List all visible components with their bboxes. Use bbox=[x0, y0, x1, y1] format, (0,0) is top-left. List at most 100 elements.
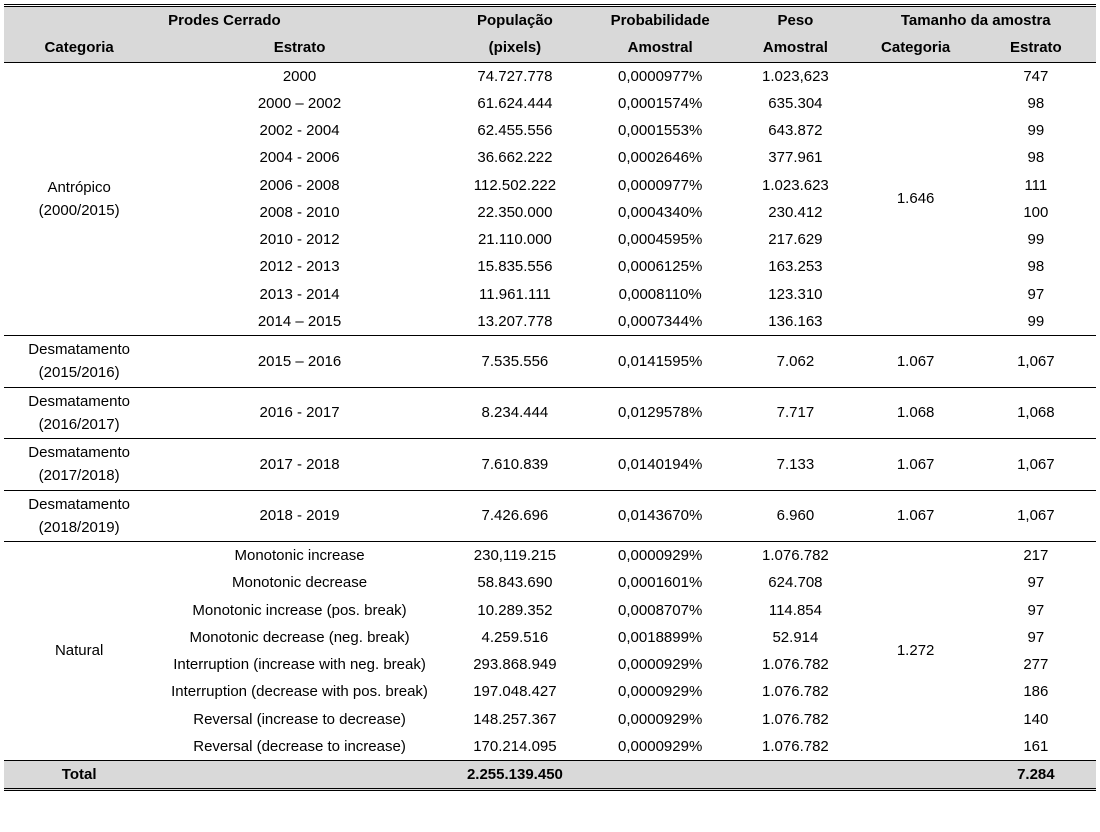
cell-categoria: Desmatamento (2016/2017) bbox=[4, 387, 154, 439]
cell-tam-estrato: 99 bbox=[976, 226, 1096, 253]
cell-probabilidade: 0,0000977% bbox=[585, 62, 735, 90]
cell-peso: 7.062 bbox=[735, 336, 855, 388]
cell-peso: 643.872 bbox=[735, 117, 855, 144]
cell-peso: 6.960 bbox=[735, 490, 855, 542]
cell-tam-estrato: 140 bbox=[976, 706, 1096, 733]
cell-tam-categoria: 1.646 bbox=[856, 62, 976, 336]
cell-populacao: 11.961.111 bbox=[445, 281, 585, 308]
cell-populacao: 293.868.949 bbox=[445, 651, 585, 678]
cell-tam-estrato: 97 bbox=[976, 624, 1096, 651]
cell-estrato: Monotonic increase bbox=[154, 542, 445, 570]
header-group-tamanho: Tamanho da amostra bbox=[856, 6, 1096, 35]
cell-estrato: 2014 – 2015 bbox=[154, 308, 445, 336]
total-empty bbox=[856, 761, 976, 790]
cell-tam-estrato: 277 bbox=[976, 651, 1096, 678]
cell-populacao: 74.727.778 bbox=[445, 62, 585, 90]
cell-estrato: 2002 - 2004 bbox=[154, 117, 445, 144]
table-row: Antrópico (2000/2015)200074.727.7780,000… bbox=[4, 62, 1096, 90]
total-empty bbox=[585, 761, 735, 790]
cell-estrato: 2008 - 2010 bbox=[154, 199, 445, 226]
cell-peso: 114.854 bbox=[735, 597, 855, 624]
cell-tam-estrato: 98 bbox=[976, 90, 1096, 117]
cell-peso: 1.076.782 bbox=[735, 678, 855, 705]
cell-tam-estrato: 747 bbox=[976, 62, 1096, 90]
cell-peso: 377.961 bbox=[735, 144, 855, 171]
header-categoria: Categoria bbox=[4, 34, 154, 62]
cell-categoria: Desmatamento (2018/2019) bbox=[4, 490, 154, 542]
cell-probabilidade: 0,0001574% bbox=[585, 90, 735, 117]
cell-peso: 1.076.782 bbox=[735, 706, 855, 733]
table-row: Desmatamento (2017/2018)2017 - 20187.610… bbox=[4, 439, 1096, 491]
cell-tam-estrato: 97 bbox=[976, 597, 1096, 624]
cell-tam-estrato: 98 bbox=[976, 144, 1096, 171]
cell-probabilidade: 0,0001553% bbox=[585, 117, 735, 144]
cell-populacao: 7.610.839 bbox=[445, 439, 585, 491]
cell-populacao: 148.257.367 bbox=[445, 706, 585, 733]
cell-peso: 123.310 bbox=[735, 281, 855, 308]
cell-probabilidade: 0,0004595% bbox=[585, 226, 735, 253]
cell-populacao: 58.843.690 bbox=[445, 569, 585, 596]
header-group-prodes: Prodes Cerrado bbox=[4, 6, 445, 35]
cell-tam-estrato: 217 bbox=[976, 542, 1096, 570]
cell-probabilidade: 0,0001601% bbox=[585, 569, 735, 596]
cell-estrato: 2010 - 2012 bbox=[154, 226, 445, 253]
cell-tam-categoria: 1.272 bbox=[856, 542, 976, 761]
total-empty bbox=[735, 761, 855, 790]
cell-probabilidade: 0,0000977% bbox=[585, 172, 735, 199]
cell-peso: 136.163 bbox=[735, 308, 855, 336]
cell-probabilidade: 0,0000929% bbox=[585, 651, 735, 678]
cell-populacao: 197.048.427 bbox=[445, 678, 585, 705]
cell-probabilidade: 0,0006125% bbox=[585, 253, 735, 280]
header-estrato: Estrato bbox=[154, 34, 445, 62]
cell-populacao: 7.426.696 bbox=[445, 490, 585, 542]
cell-probabilidade: 0,0140194% bbox=[585, 439, 735, 491]
cell-tam-estrato: 98 bbox=[976, 253, 1096, 280]
table-header: Prodes Cerrado População Probabilidade P… bbox=[4, 6, 1096, 63]
cell-populacao: 170.214.095 bbox=[445, 733, 585, 761]
sampling-table: Prodes Cerrado População Probabilidade P… bbox=[4, 4, 1096, 791]
table-row: Desmatamento (2018/2019)2018 - 20197.426… bbox=[4, 490, 1096, 542]
cell-populacao: 13.207.778 bbox=[445, 308, 585, 336]
cell-estrato: 2006 - 2008 bbox=[154, 172, 445, 199]
cell-peso: 1.076.782 bbox=[735, 542, 855, 570]
cell-probabilidade: 0,0008707% bbox=[585, 597, 735, 624]
cell-tam-estrato: 186 bbox=[976, 678, 1096, 705]
cell-peso: 1.023.623 bbox=[735, 172, 855, 199]
cell-probabilidade: 0,0000929% bbox=[585, 706, 735, 733]
cell-estrato: 2000 – 2002 bbox=[154, 90, 445, 117]
table-row: Desmatamento (2016/2017)2016 - 20178.234… bbox=[4, 387, 1096, 439]
cell-estrato: 2013 - 2014 bbox=[154, 281, 445, 308]
cell-categoria: Natural bbox=[4, 542, 154, 761]
cell-tam-categoria: 1.067 bbox=[856, 439, 976, 491]
cell-probabilidade: 0,0143670% bbox=[585, 490, 735, 542]
header-prob: Amostral bbox=[585, 34, 735, 62]
cell-estrato: 2018 - 2019 bbox=[154, 490, 445, 542]
cell-populacao: 62.455.556 bbox=[445, 117, 585, 144]
cell-peso: 624.708 bbox=[735, 569, 855, 596]
cell-tam-estrato: 97 bbox=[976, 281, 1096, 308]
cell-estrato: Interruption (increase with neg. break) bbox=[154, 651, 445, 678]
cell-tam-categoria: 1.067 bbox=[856, 490, 976, 542]
cell-estrato: Monotonic increase (pos. break) bbox=[154, 597, 445, 624]
cell-peso: 217.629 bbox=[735, 226, 855, 253]
cell-populacao: 7.535.556 bbox=[445, 336, 585, 388]
cell-tam-categoria: 1.067 bbox=[856, 336, 976, 388]
cell-peso: 635.304 bbox=[735, 90, 855, 117]
cell-estrato: Interruption (decrease with pos. break) bbox=[154, 678, 445, 705]
cell-estrato: Monotonic decrease bbox=[154, 569, 445, 596]
cell-estrato: Reversal (decrease to increase) bbox=[154, 733, 445, 761]
cell-tam-estrato: 111 bbox=[976, 172, 1096, 199]
cell-tam-estrato: 1,067 bbox=[976, 336, 1096, 388]
cell-tam-estrato: 99 bbox=[976, 308, 1096, 336]
cell-tam-estrato: 161 bbox=[976, 733, 1096, 761]
cell-categoria: Antrópico (2000/2015) bbox=[4, 62, 154, 336]
cell-probabilidade: 0,0018899% bbox=[585, 624, 735, 651]
cell-probabilidade: 0,0129578% bbox=[585, 387, 735, 439]
cell-populacao: 21.110.000 bbox=[445, 226, 585, 253]
cell-estrato: 2000 bbox=[154, 62, 445, 90]
header-tam-est: Estrato bbox=[976, 34, 1096, 62]
cell-estrato: 2017 - 2018 bbox=[154, 439, 445, 491]
cell-populacao: 22.350.000 bbox=[445, 199, 585, 226]
header-tam-cat: Categoria bbox=[856, 34, 976, 62]
table-body: Antrópico (2000/2015)200074.727.7780,000… bbox=[4, 62, 1096, 790]
